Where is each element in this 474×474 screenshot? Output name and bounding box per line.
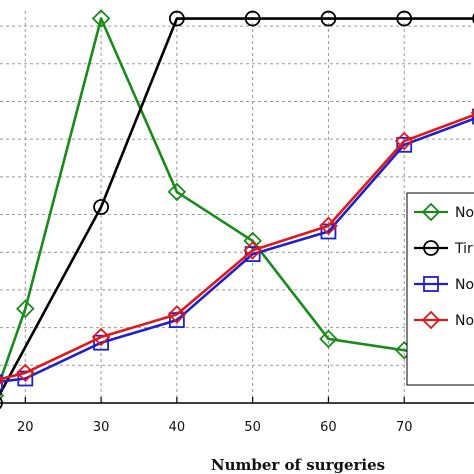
legend-swatch-marker bbox=[421, 202, 441, 222]
data-point bbox=[16, 299, 35, 319]
legend-swatch-marker bbox=[423, 276, 439, 292]
data-point bbox=[93, 199, 109, 215]
series-line bbox=[0, 117, 474, 383]
data-point bbox=[168, 10, 185, 27]
legend-swatch-marker bbox=[421, 310, 441, 330]
x-axis-title: Number of surgeries bbox=[211, 456, 385, 474]
data-point bbox=[0, 396, 3, 410]
data-point bbox=[394, 131, 414, 151]
data-point bbox=[16, 363, 35, 383]
x-tick-label: 30 bbox=[93, 420, 110, 435]
legend-entry: No bbox=[414, 310, 474, 330]
series-2 bbox=[0, 10, 474, 410]
data-point bbox=[167, 305, 187, 324]
legend-label: No bbox=[455, 313, 474, 329]
legend-swatch-marker bbox=[423, 240, 439, 256]
series-line bbox=[0, 113, 474, 381]
legend-label: Tir bbox=[454, 241, 473, 257]
data-point bbox=[244, 246, 261, 263]
legend-entry: No bbox=[414, 202, 474, 222]
data-point bbox=[91, 327, 111, 347]
x-ticks: 20 30 40 50 60 70 bbox=[17, 397, 412, 435]
legend-label: No bbox=[455, 205, 474, 221]
series-3 bbox=[0, 108, 474, 391]
legend-entry: Tir bbox=[414, 240, 473, 257]
legend-box bbox=[406, 192, 474, 386]
series-1 bbox=[0, 9, 474, 400]
data-point bbox=[167, 182, 187, 202]
series-line bbox=[0, 17, 474, 386]
data-point bbox=[244, 10, 261, 27]
data-point bbox=[91, 9, 111, 28]
x-tick-label: 50 bbox=[244, 420, 261, 435]
series-line bbox=[0, 17, 474, 397]
x-tick-label: 70 bbox=[396, 420, 413, 435]
data-point bbox=[320, 10, 337, 27]
x-tick-label: 40 bbox=[169, 420, 186, 435]
data-point bbox=[472, 13, 474, 24]
data-point bbox=[243, 231, 262, 251]
legend: No Tir No No bbox=[406, 192, 474, 386]
x-tick-label: 20 bbox=[17, 420, 34, 435]
series-4 bbox=[0, 109, 474, 385]
data-point bbox=[319, 329, 338, 349]
x-tick-label: 60 bbox=[320, 420, 337, 435]
legend-label: No bbox=[455, 277, 474, 293]
data-point bbox=[396, 136, 413, 153]
data-point bbox=[396, 10, 413, 27]
data-point bbox=[243, 241, 262, 260]
legend-entry: No bbox=[414, 276, 474, 293]
data-point bbox=[0, 376, 5, 385]
data-point bbox=[319, 216, 338, 236]
